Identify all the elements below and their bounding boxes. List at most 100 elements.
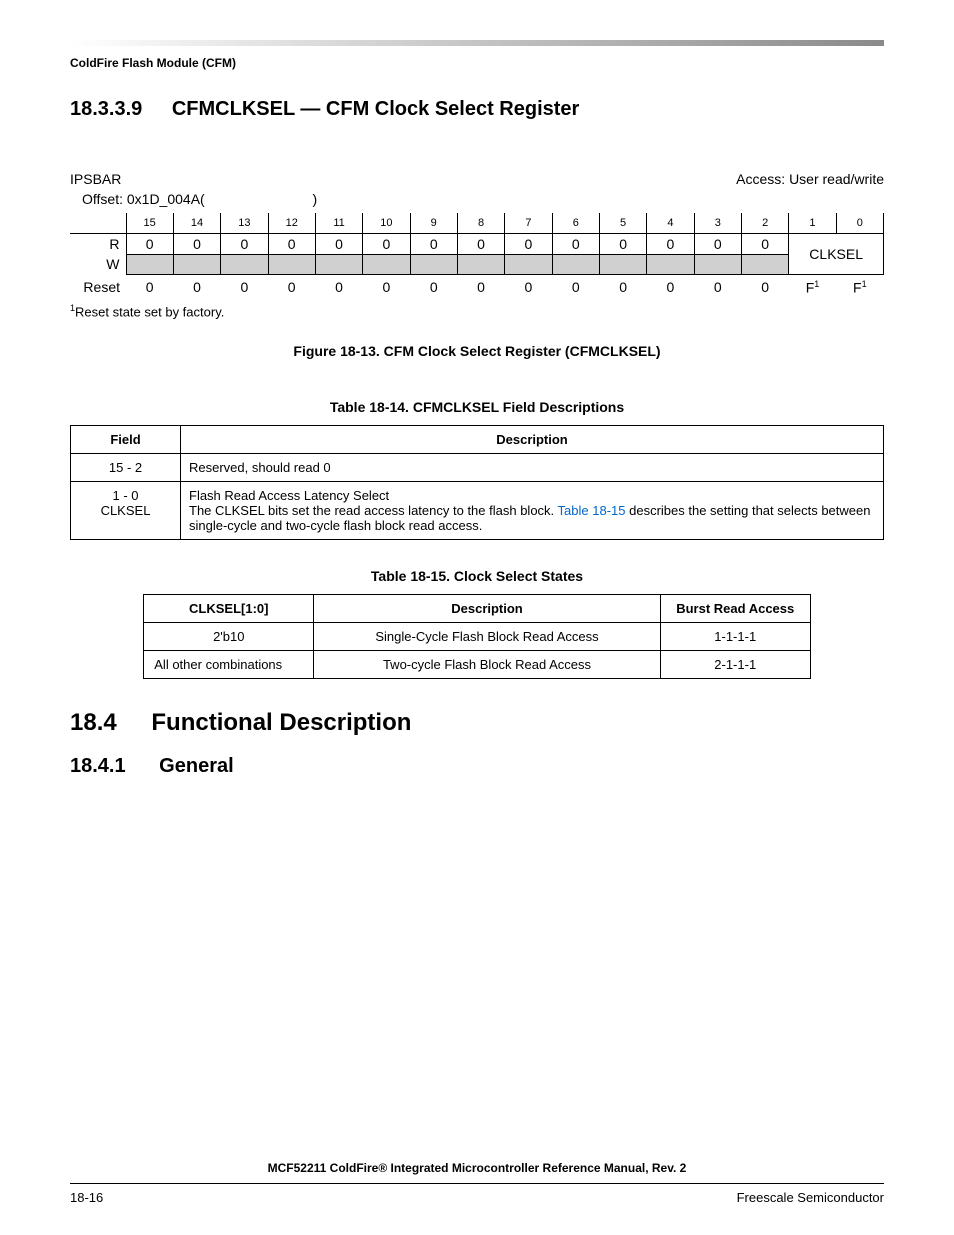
field-cell: 1 - 0 CLKSEL <box>71 482 181 540</box>
r-cell: 0 <box>126 233 173 254</box>
bit-num: 11 <box>315 213 362 233</box>
w-cell <box>126 254 173 274</box>
reset-cell: 0 <box>552 274 599 297</box>
table-row: 1 - 0 CLKSEL Flash Read Access Latency S… <box>71 482 884 540</box>
table-header: Burst Read Access <box>660 595 810 623</box>
w-label: W <box>70 254 126 274</box>
section-18-4: 18.4 Functional Description <box>70 709 884 737</box>
table-row: 2'b10 Single-Cycle Flash Block Read Acce… <box>144 623 810 651</box>
reset-cell: F1 <box>789 274 836 297</box>
figure-caption: Figure 18-13. CFM Clock Select Register … <box>70 343 884 359</box>
offset-label: Offset: <box>82 191 123 207</box>
access-label: Access: User read/write <box>736 171 884 187</box>
read-row: R 0 0 0 0 0 0 0 0 0 0 0 0 0 0 CLKSEL <box>70 233 884 254</box>
w-cell <box>694 254 741 274</box>
clksel-field: CLKSEL <box>789 233 884 274</box>
reset-cell: 0 <box>410 274 457 297</box>
w-cell <box>410 254 457 274</box>
bit-num: 6 <box>552 213 599 233</box>
write-row: W <box>70 254 884 274</box>
cell: 2'b10 <box>144 623 314 651</box>
cell: All other combinations <box>144 651 314 679</box>
bit-num: 1 <box>789 213 836 233</box>
reset-cell: 0 <box>505 274 552 297</box>
offset-value: 0x1D_004A( <box>127 191 205 207</box>
w-cell <box>457 254 504 274</box>
bit-num: 3 <box>694 213 741 233</box>
section-title: CFMCLKSEL — CFM Clock Select Register <box>172 98 579 120</box>
r-cell: 0 <box>363 233 410 254</box>
w-cell <box>599 254 646 274</box>
bit-num: 8 <box>457 213 504 233</box>
w-cell <box>363 254 410 274</box>
r-cell: 0 <box>268 233 315 254</box>
section-title: Functional Description <box>151 709 411 736</box>
field-cell: 15 - 2 <box>71 454 181 482</box>
bit-num: 13 <box>221 213 268 233</box>
section-number: 18.3.3.9 <box>70 98 142 121</box>
bit-num: 2 <box>741 213 788 233</box>
section-18-4-1: 18.4.1 General <box>70 755 884 778</box>
table-row: All other combinations Two-cycle Flash B… <box>144 651 810 679</box>
table-header: Field <box>71 426 181 454</box>
r-cell: 0 <box>505 233 552 254</box>
reset-cell: 0 <box>315 274 362 297</box>
table-header: Description <box>181 426 884 454</box>
w-cell <box>315 254 362 274</box>
reset-cell: 0 <box>268 274 315 297</box>
table-link[interactable]: Table 18-15 <box>558 503 626 518</box>
chapter-header: ColdFire Flash Module (CFM) <box>70 56 884 70</box>
w-cell <box>173 254 220 274</box>
footnote: 1Reset state set by factory. <box>70 303 884 319</box>
reset-cell: 0 <box>647 274 694 297</box>
reset-cell: 0 <box>126 274 173 297</box>
offset-close: ) <box>312 191 317 207</box>
page: ColdFire Flash Module (CFM) 18.3.3.9 CFM… <box>0 0 954 1235</box>
bit-num: 5 <box>599 213 646 233</box>
register-table: 15 14 13 12 11 10 9 8 7 6 5 4 3 2 1 0 R … <box>70 213 884 297</box>
table-header: Description <box>314 595 660 623</box>
cell: 2-1-1-1 <box>660 651 810 679</box>
bit-num: 7 <box>505 213 552 233</box>
w-cell <box>221 254 268 274</box>
table-row: 15 - 2 Reserved, should read 0 <box>71 454 884 482</box>
table-header: CLKSEL[1:0] <box>144 595 314 623</box>
bit-num: 12 <box>268 213 315 233</box>
reset-row: Reset 0 0 0 0 0 0 0 0 0 0 0 0 0 0 F1 F1 <box>70 274 884 297</box>
top-rule <box>70 40 884 46</box>
r-cell: 0 <box>741 233 788 254</box>
section-number: 18.4.1 <box>70 755 126 778</box>
field-desc-table: Field Description 15 - 2 Reserved, shoul… <box>70 425 884 540</box>
r-cell: 0 <box>552 233 599 254</box>
bit-num: 9 <box>410 213 457 233</box>
reset-cell: 0 <box>457 274 504 297</box>
ipsbar-label: IPSBAR <box>70 171 121 187</box>
reset-cell: 0 <box>173 274 220 297</box>
reset-cell: 0 <box>741 274 788 297</box>
reset-cell: 0 <box>694 274 741 297</box>
r-cell: 0 <box>315 233 362 254</box>
reset-label: Reset <box>70 274 126 297</box>
r-cell: 0 <box>694 233 741 254</box>
desc-cell: Reserved, should read 0 <box>181 454 884 482</box>
table14-caption: Table 18-14. CFMCLKSEL Field Description… <box>70 399 884 415</box>
cell: Two-cycle Flash Block Read Access <box>314 651 660 679</box>
register-diagram: IPSBAR Access: User read/write Offset: 0… <box>70 171 884 319</box>
w-cell <box>552 254 599 274</box>
w-cell <box>647 254 694 274</box>
clock-select-table: CLKSEL[1:0] Description Burst Read Acces… <box>143 594 810 679</box>
footer-manual: MCF52211 ColdFire® Integrated Microcontr… <box>70 1161 884 1175</box>
reset-cell: 0 <box>599 274 646 297</box>
r-cell: 0 <box>410 233 457 254</box>
r-cell: 0 <box>173 233 220 254</box>
r-cell: 0 <box>457 233 504 254</box>
reset-cell: F1 <box>836 274 883 297</box>
bit-num: 0 <box>836 213 883 233</box>
cell: Single-Cycle Flash Block Read Access <box>314 623 660 651</box>
r-cell: 0 <box>599 233 646 254</box>
reset-cell: 0 <box>221 274 268 297</box>
section-number: 18.4 <box>70 709 117 737</box>
table15-caption: Table 18-15. Clock Select States <box>70 568 884 584</box>
section-heading: 18.3.3.9 CFMCLKSEL — CFM Clock Select Re… <box>70 98 884 121</box>
w-cell <box>741 254 788 274</box>
